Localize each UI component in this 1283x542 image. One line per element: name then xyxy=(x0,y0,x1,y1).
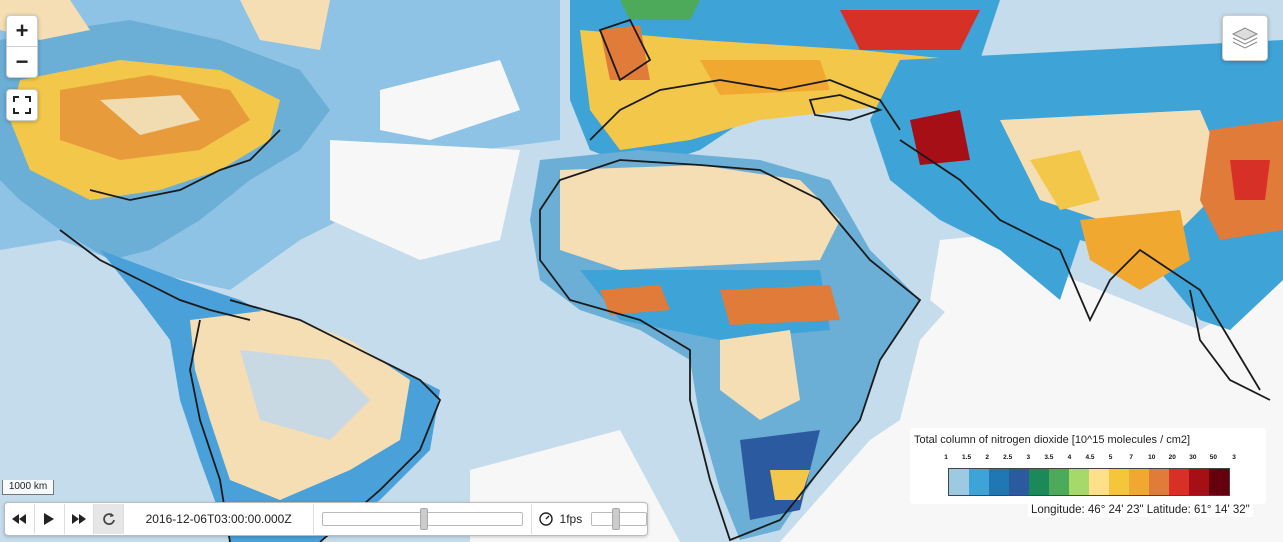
legend-tick-label: 3.5 xyxy=(1044,454,1054,461)
legend-title: Total column of nitrogen dioxide [10^15 … xyxy=(914,434,1191,446)
legend-tick-label: 5 xyxy=(1108,454,1113,461)
layers-icon xyxy=(1231,27,1259,49)
zoom-in-button[interactable]: + xyxy=(15,18,29,43)
time-dimension-control: 2016-12-06T03:00:00.000Z 1fps xyxy=(4,502,648,536)
speed-icon xyxy=(532,512,560,526)
loop-button[interactable] xyxy=(94,504,125,534)
fast-forward-icon xyxy=(72,514,87,524)
fullscreen-button[interactable] xyxy=(6,89,38,121)
legend-swatch xyxy=(1049,469,1069,495)
speed-slider-thumb[interactable] xyxy=(611,508,620,530)
legend-tick-label: 2 xyxy=(985,454,989,461)
legend-swatch xyxy=(1089,469,1109,495)
legend-tick-label: 3 xyxy=(1232,454,1236,461)
legend-color-scale xyxy=(948,468,1230,496)
speed-slider[interactable] xyxy=(591,508,648,530)
legend-tick-label: 4 xyxy=(1067,454,1072,461)
play-button[interactable] xyxy=(35,504,65,534)
time-slider-thumb[interactable] xyxy=(420,508,429,530)
zoom-control: + − xyxy=(6,15,38,78)
fps-label: 1fps xyxy=(559,512,583,526)
play-icon xyxy=(44,513,55,525)
legend-swatch xyxy=(1209,469,1229,495)
legend-swatch xyxy=(1009,469,1029,495)
legend-swatch xyxy=(949,469,969,495)
mouse-coordinates: Longitude: 46° 24' 23" Latitude: 61° 14'… xyxy=(1028,503,1253,517)
time-slider[interactable] xyxy=(322,508,523,530)
legend-tick-label: 1.5 xyxy=(962,454,972,461)
legend-tick-label: 20 xyxy=(1168,454,1176,461)
legend-swatch xyxy=(1189,469,1209,495)
legend-tick-label: 1 xyxy=(944,454,948,461)
scale-bar: 1000 km xyxy=(2,480,54,495)
current-time: 2016-12-06T03:00:00.000Z xyxy=(124,504,315,534)
legend-swatch xyxy=(1169,469,1189,495)
legend-swatch xyxy=(969,469,989,495)
step-forward-button[interactable] xyxy=(65,504,95,534)
legend-swatch xyxy=(1069,469,1089,495)
legend-swatch xyxy=(1029,469,1049,495)
legend-tick-label: 2.5 xyxy=(1003,454,1013,461)
zoom-out-button[interactable]: − xyxy=(7,46,37,77)
legend-tick-label: 10 xyxy=(1148,454,1156,461)
legend: Total column of nitrogen dioxide [10^15 … xyxy=(910,428,1266,504)
legend-tick-label: 3 xyxy=(1026,454,1031,461)
legend-swatch xyxy=(1109,469,1129,495)
legend-ticks: 1 1.5 2 2.5 3 3.5 4 4.5 5 7 10 20 30 50 3 xyxy=(944,454,1236,464)
legend-swatch xyxy=(989,469,1009,495)
legend-tick-label: 30 xyxy=(1189,454,1197,461)
legend-swatch xyxy=(1129,469,1149,495)
legend-tick-label: 7 xyxy=(1129,454,1133,461)
layers-button[interactable] xyxy=(1222,15,1268,61)
loop-icon xyxy=(103,513,115,525)
fullscreen-icon xyxy=(13,96,31,114)
legend-swatch xyxy=(1149,469,1169,495)
legend-tick-label: 50 xyxy=(1209,454,1218,461)
legend-tick-label: 4.5 xyxy=(1085,454,1095,461)
rewind-icon xyxy=(12,514,27,524)
step-backward-button[interactable] xyxy=(5,504,35,534)
divider xyxy=(530,504,532,534)
